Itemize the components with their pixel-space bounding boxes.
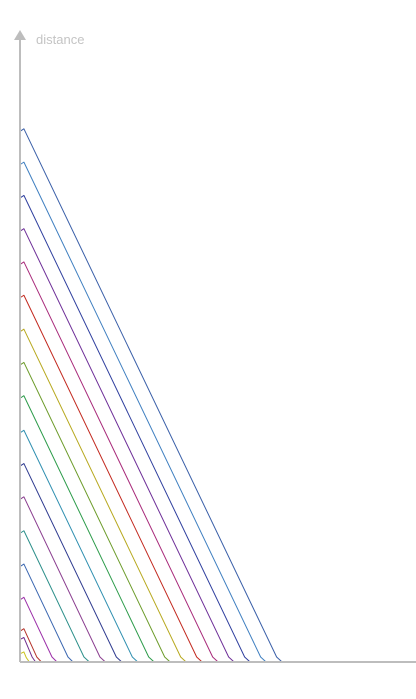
series-line-2 xyxy=(19,637,411,663)
series-line-11 xyxy=(19,361,411,663)
y-axis-arrow-icon xyxy=(14,30,26,40)
series-line-17 xyxy=(19,161,411,663)
series-line-4 xyxy=(19,596,411,663)
series-line-18 xyxy=(19,128,411,663)
series-layer xyxy=(19,128,411,663)
series-line-1 xyxy=(19,651,411,663)
series-line-16 xyxy=(19,194,411,663)
y-axis-label: distance xyxy=(36,32,84,47)
series-line-14 xyxy=(19,261,411,663)
series-line-15 xyxy=(19,228,411,663)
series-line-9 xyxy=(19,429,411,663)
series-line-7 xyxy=(19,496,411,663)
series-line-13 xyxy=(19,294,411,663)
series-line-6 xyxy=(19,530,411,663)
series-line-8 xyxy=(19,463,411,663)
